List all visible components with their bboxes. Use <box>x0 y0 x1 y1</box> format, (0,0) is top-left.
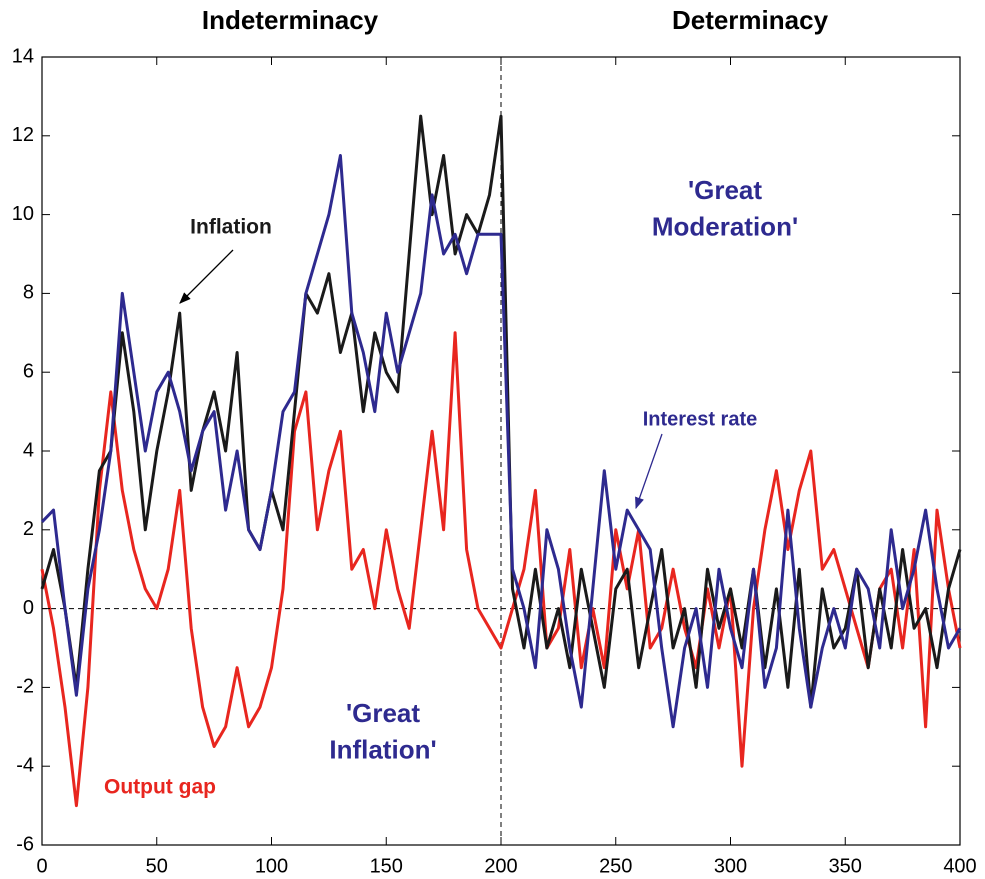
y-tick-label: 2 <box>23 518 34 540</box>
annotation: Interest rate <box>643 408 758 430</box>
annotation: Inflation <box>190 216 272 239</box>
y-tick-label: -6 <box>16 833 34 855</box>
y-tick-label: 14 <box>12 45 34 67</box>
annotation: Output gap <box>104 776 216 799</box>
inflation-arrow <box>179 249 234 304</box>
y-tick-label: 0 <box>23 597 34 619</box>
x-tick-label: 400 <box>943 855 976 877</box>
x-tick-label: 250 <box>599 855 632 877</box>
x-tick-label: 50 <box>146 855 168 877</box>
annotation: 'Great <box>346 698 420 728</box>
annotation: Determinacy <box>672 5 829 35</box>
annotation: 'Great <box>688 175 762 205</box>
x-tick-label: 300 <box>714 855 747 877</box>
series-line <box>40 331 962 808</box>
x-tick-label: 150 <box>370 855 403 877</box>
annotation: Indeterminacy <box>202 5 379 35</box>
x-tick-label: 0 <box>36 855 47 877</box>
y-tick-label: -4 <box>16 754 34 776</box>
y-tick-label: 12 <box>12 124 34 146</box>
plot-area <box>40 57 962 845</box>
series-line <box>40 154 962 729</box>
y-tick-label: 6 <box>23 360 34 382</box>
y-tick-label: -2 <box>16 676 34 698</box>
series-line <box>40 114 962 709</box>
annotation: Inflation' <box>329 734 436 764</box>
x-tick-label: 200 <box>484 855 517 877</box>
y-tick-label: 10 <box>12 203 34 225</box>
x-tick-label: 100 <box>255 855 288 877</box>
annotation: Moderation' <box>652 211 798 241</box>
y-tick-label: 8 <box>23 282 34 304</box>
y-tick-label: 4 <box>23 439 34 461</box>
x-tick-label: 350 <box>829 855 862 877</box>
interest-arrow <box>635 433 663 510</box>
